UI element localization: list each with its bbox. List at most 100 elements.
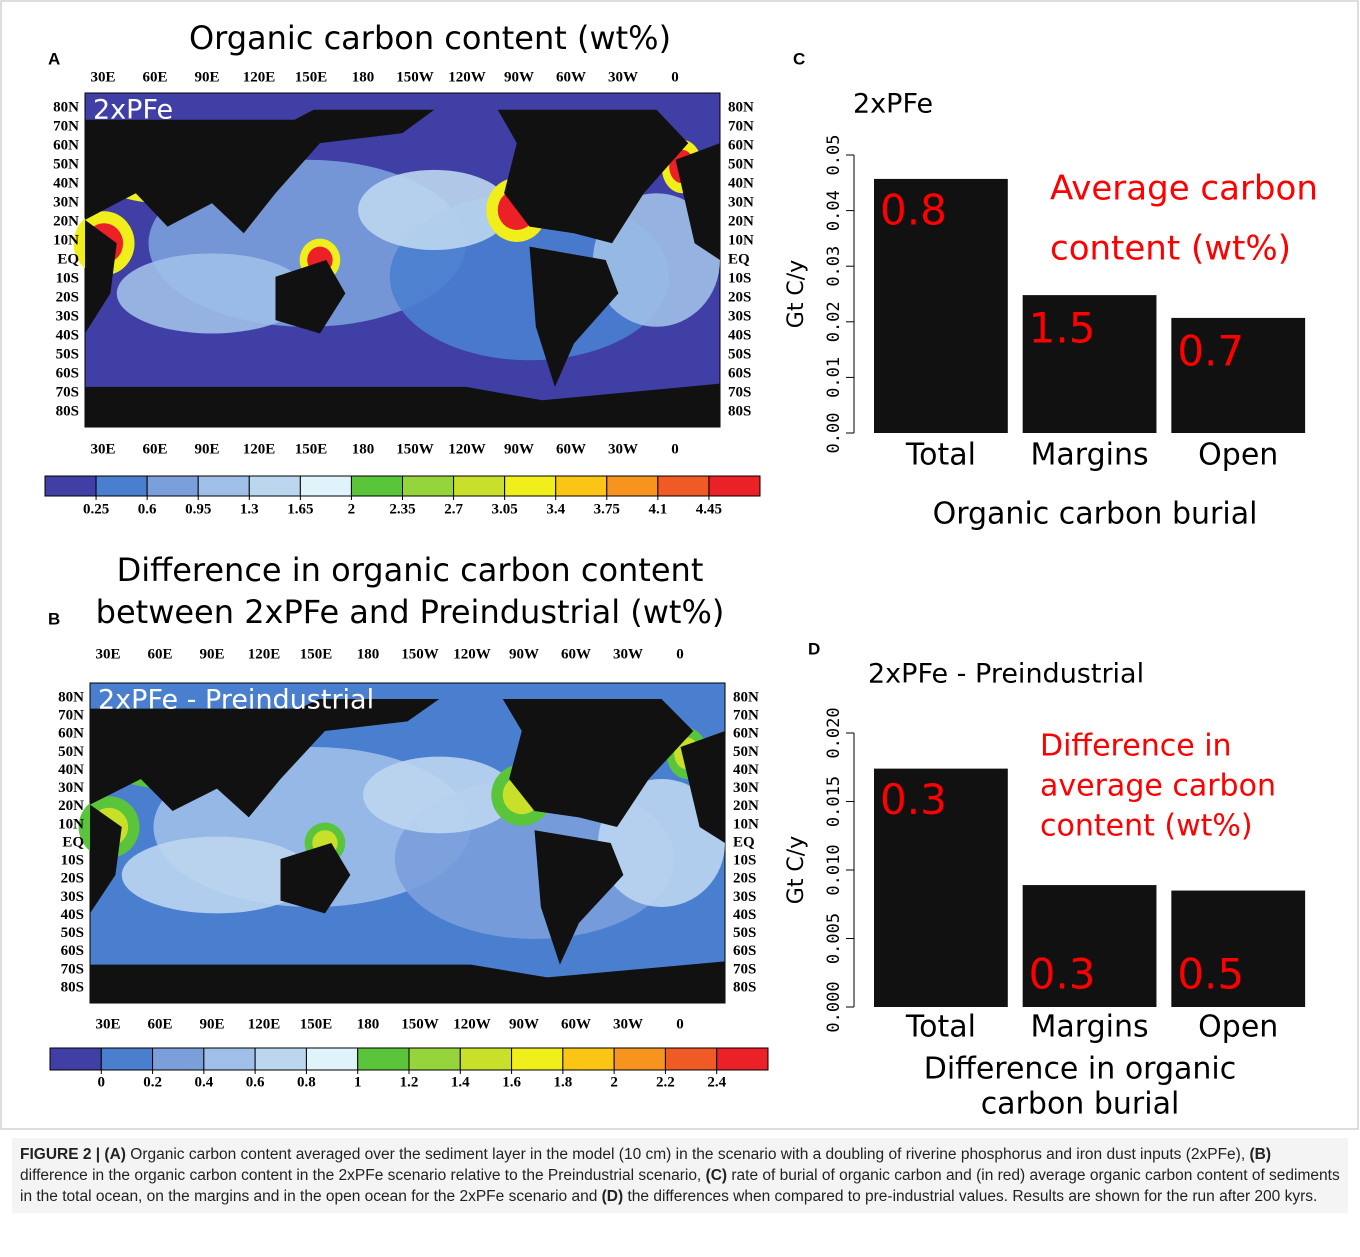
caption-text: Organic carbon content averaged over the… [126,1146,1250,1163]
lon-label: 30E [95,646,120,662]
lat-label: 60N [728,137,754,153]
lat-label: 80S [728,403,751,419]
colorbar-box [45,476,96,496]
colorbar-box [198,476,249,496]
lat-label: 40S [728,327,751,343]
lat-label: 10S [728,270,751,286]
chart-subtitle: 2xPFe - Preindustrial [868,659,1144,690]
annotation: content (wt%) [1050,229,1291,269]
x-axis-label: carbon burial [981,1087,1180,1122]
lon-label: 120E [243,441,276,457]
map-title: Organic carbon content (wt%) [189,19,671,57]
colorbar-box [658,476,709,496]
lon-label: 0 [676,1016,684,1032]
lon-label: 120W [453,646,491,662]
lon-label: 90E [199,1016,224,1032]
lon-label: 150E [300,646,333,662]
lon-label: 150W [396,69,434,85]
colorbar-label: 1.4 [451,1074,470,1090]
lon-label: 90E [194,441,219,457]
lat-label: 80S [61,979,84,995]
lat-label: 10N [53,232,79,248]
colorbar-box [460,1048,511,1070]
colorbar-box [607,476,658,496]
x-tick-label: Open [1198,438,1278,473]
colorbar-box [505,476,556,496]
lon-label: 120W [453,1016,491,1032]
colorbar-box [556,476,607,496]
colorbar-label: 2.2 [656,1074,675,1090]
lon-label: 90W [509,646,539,662]
caption: FIGURE 2 | (A) Organic carbon content av… [12,1138,1348,1213]
colorbar-box [249,476,300,496]
lat-label: 20N [58,798,84,814]
map-label: 2xPFe - Preindustrial [98,685,374,716]
lat-label: 50N [53,156,79,172]
lon-label: 30W [608,69,638,85]
colorbar-box [512,1048,563,1070]
lat-label: 10S [61,853,84,869]
lat-label: 30N [733,780,759,796]
annotation: Difference in [1040,729,1232,764]
lon-label: 120W [448,69,486,85]
lon-label: 60W [556,69,586,85]
colorbar-label: 0.95 [185,501,211,517]
lat-label: 40S [61,907,84,923]
colorbar-box [153,1048,204,1070]
y-tick-label: 0.015 [824,776,844,827]
x-tick-label: Total [905,1010,976,1045]
panel-letter: B [48,609,60,628]
colorbar-box [204,1048,255,1070]
lat-label: 70N [733,708,759,724]
colorbar-box [563,1048,614,1070]
annotation: average carbon [1040,769,1276,804]
bar-annotation: 0.7 [1177,326,1244,375]
lon-label: 30W [613,1016,643,1032]
lon-label: 0 [671,441,679,457]
chart-subtitle: 2xPFe [853,89,933,120]
lat-label: 60N [58,726,84,742]
lon-label: 60W [561,1016,591,1032]
colorbar-box [300,476,351,496]
colorbar-box [665,1048,716,1070]
lon-label: 150W [401,646,439,662]
colorbar-label: 1.6 [502,1074,521,1090]
colorbar-box [717,1048,768,1070]
colorbar-box [409,1048,460,1070]
lon-label: 60E [147,646,172,662]
lat-label: 80N [58,689,84,705]
colorbar-box [306,1048,357,1070]
caption-bold: (C) [706,1167,728,1184]
lat-label: 60S [733,943,756,959]
lat-label: 40N [58,762,84,778]
lon-label: 60W [561,646,591,662]
lat-label: 30S [728,308,751,324]
bar-annotation: 0.8 [880,185,947,234]
colorbar-label: 0.2 [143,1074,162,1090]
lon-label: 90W [504,441,534,457]
colorbar-box [358,1048,409,1070]
lon-label: 90E [199,646,224,662]
y-axis-label: Gt C/y [784,260,809,328]
colorbar-box [351,476,402,496]
colorbar-box [709,476,760,496]
colorbar-label: 3.4 [546,501,565,517]
y-tick-label: 0.02 [824,301,844,342]
lat-label: 50S [733,925,756,941]
colorbar-label: 1 [354,1074,362,1090]
y-tick-label: 0.05 [824,135,844,176]
colorbar-box [255,1048,306,1070]
lon-label: 150W [401,1016,439,1032]
colorbar-box [50,1048,101,1070]
lat-label: 70S [61,961,84,977]
y-tick-label: 0.020 [824,707,844,758]
lon-label: 90W [509,1016,539,1032]
lon-label: 60E [147,1016,172,1032]
lat-label: 20N [728,213,754,229]
colorbar-label: 0.6 [138,501,157,517]
lat-label: 60S [56,365,79,381]
lat-label: 70S [56,384,79,400]
y-tick-label: 0.03 [824,246,844,287]
lon-label: 60E [142,441,167,457]
